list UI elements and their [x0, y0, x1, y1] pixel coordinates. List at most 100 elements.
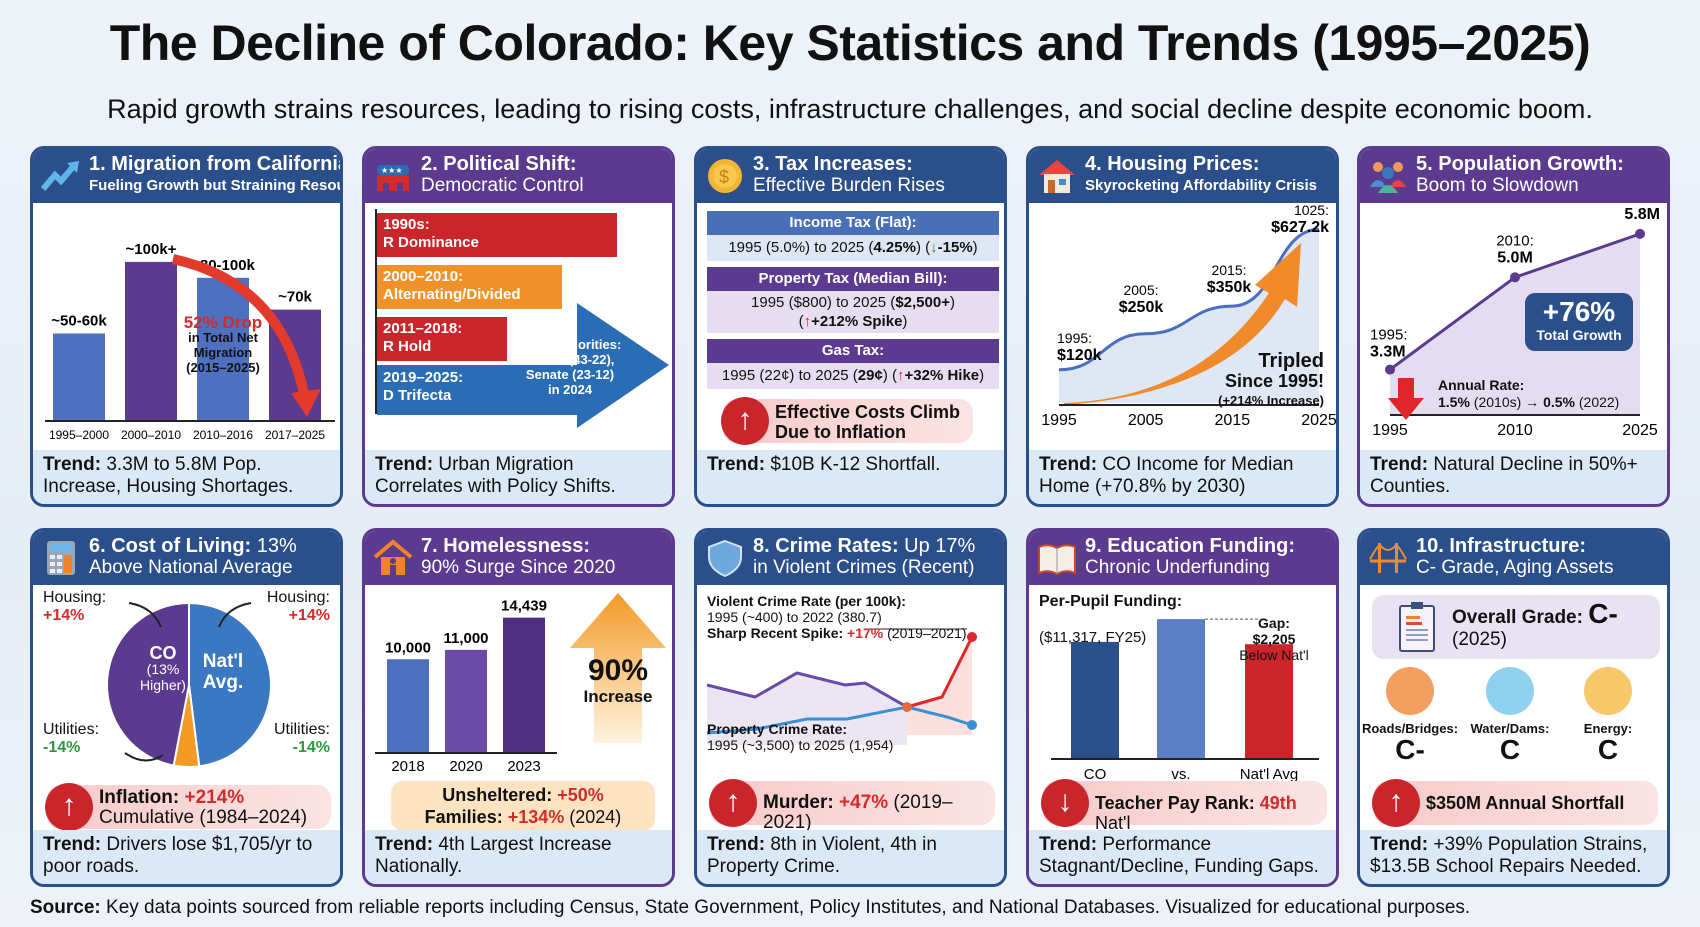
population-point	[1510, 272, 1520, 283]
unsheltered-callout: Unsheltered: +50% Families: +134% (2024)	[391, 781, 655, 831]
population-point	[1635, 228, 1645, 239]
drop-text: (2015–2025)	[186, 360, 260, 375]
panel-subtitle: Boom to Slowdown	[1416, 175, 1579, 196]
x-tick-label: 2010	[1497, 422, 1533, 439]
drop-annotation: 52% Drop in Total Net Migration (2015–20…	[178, 314, 268, 375]
era-label: Alternating/Divided	[383, 286, 521, 303]
panel-title: 10. Infrastructure:	[1416, 535, 1587, 557]
panel-title-rest: 13%	[251, 535, 297, 557]
trend-text: CO Income for Median Home (+70.8% by 203…	[1039, 454, 1294, 497]
era-period: 2019–2025:	[383, 369, 464, 386]
trend-footer: Trend: $10B K-12 Shortfall.	[697, 450, 1004, 504]
callout-line: Effective Costs Climb	[775, 402, 961, 422]
panel-title: 9. Education Funding:	[1085, 535, 1295, 557]
panel-header: 9. Education Funding: Chronic Underfundi…	[1029, 531, 1336, 585]
note-line: House (43-22),	[525, 352, 615, 367]
bridge-icon	[1369, 543, 1407, 573]
gas-tax-header: Gas Tax:	[707, 339, 999, 363]
trend-text: Natural Decline in 50%+ Counties.	[1370, 454, 1638, 497]
x-tick-label: 2010–2016	[193, 428, 253, 442]
text: +212% Spike	[811, 313, 903, 330]
x-tick-label: 2005	[1128, 412, 1164, 429]
era-period: 2000–2010:	[383, 268, 464, 285]
crossover-point	[902, 702, 912, 712]
note-line: in 2024	[547, 382, 593, 397]
value: +134%	[507, 807, 565, 827]
note-line: Supermajorities:	[518, 337, 622, 352]
value: $2,205	[1252, 631, 1296, 647]
text: 29¢	[857, 367, 883, 384]
total-growth-badge: +76% Total Growth	[1525, 293, 1633, 351]
population-point	[1385, 364, 1395, 375]
label: Families:	[424, 807, 508, 827]
violent-spike-line	[906, 636, 974, 709]
era-2019-2025: 2019–2025: D Trifecta	[383, 369, 463, 405]
text: )	[949, 294, 955, 311]
homelessness-bar	[387, 659, 429, 753]
trend-label: Trend:	[43, 454, 102, 475]
migration-bar	[125, 261, 177, 421]
property-crime-line	[706, 705, 973, 735]
value: +214%	[184, 787, 245, 808]
x-tick-label: 2000–2010	[121, 428, 181, 442]
era-label: D Trifecta	[383, 387, 452, 404]
label: Teacher Pay Rank:	[1095, 793, 1260, 813]
label: Housing:	[43, 589, 107, 606]
trend-label: Trend:	[1039, 454, 1098, 475]
label: (13%	[146, 661, 180, 677]
co-funding-value: ($11,317, FY25)	[1039, 629, 1147, 646]
up-arrow-icon: ↑	[1372, 779, 1420, 827]
grade-value: C-	[1395, 734, 1425, 765]
grade-value: C	[1597, 734, 1619, 765]
panel-crime: 8. Crime Rates: Up 17% in Violent Crimes…	[694, 528, 1007, 887]
x-tick-label: vs.	[1171, 766, 1190, 783]
pie-slice	[106, 601, 190, 767]
text: (2022)	[1574, 394, 1620, 410]
violent-area	[707, 673, 907, 745]
utilities-right-label: Utilities: -14%	[274, 721, 330, 757]
point-value-label: 3.3M	[1370, 344, 1406, 361]
drop-text: in Total Net	[188, 330, 258, 345]
value: +17%	[847, 625, 884, 641]
panel-political: ★★★ 2. Political Shift: Democratic Contr…	[362, 146, 675, 507]
bar-data-label: ~100k+	[126, 241, 177, 258]
grade-value: C	[1499, 734, 1521, 765]
down-arrow-icon: ↓	[1041, 779, 1089, 827]
water-wave-icon	[1486, 667, 1534, 715]
cost-of-living-pie	[106, 601, 272, 768]
label: (2025)	[1452, 629, 1507, 650]
point-value-label: $350k	[1207, 279, 1252, 296]
label: Murder:	[763, 792, 839, 813]
text: -15%	[937, 239, 973, 256]
value: 49th	[1259, 793, 1297, 813]
x-tick-label: CO	[1084, 766, 1107, 783]
murder-callout: ↑ Murder: +47% (2019–2021)	[709, 779, 995, 833]
drop-arrow-icon	[171, 254, 310, 400]
arrow-icon	[128, 602, 162, 628]
teacher-pay-callout: ↓ Teacher Pay Rank: 49th Nat'l	[1041, 779, 1327, 833]
trend-label: Trend:	[1039, 834, 1098, 855]
era-1990s: 1990s: R Dominance	[377, 213, 617, 257]
co-slice-label: CO (13% Higher)	[133, 644, 193, 693]
text: (2010s) →	[1469, 394, 1544, 410]
trend-text: 8th in Violent, 4th in Property Crime.	[707, 834, 937, 877]
overall-grade: C-	[1588, 598, 1618, 629]
text: 4.25%	[873, 239, 916, 256]
trend-text: 3.3M to 5.8M Pop. Increase, Housing Shor…	[43, 454, 294, 497]
per-pupil-label: Per-Pupil Funding:	[1039, 593, 1183, 610]
value: +47%	[839, 792, 889, 813]
text: )	[902, 313, 908, 330]
panel-housing: 4. Housing Prices: Skyrocketing Affordab…	[1026, 146, 1339, 507]
panel-title: 7. Homelessness:	[421, 535, 590, 557]
panel-header: ★★★ 2. Political Shift: Democratic Contr…	[365, 149, 672, 203]
drop-text: Migration	[193, 345, 253, 360]
up-arrow-icon: ↑	[45, 783, 93, 831]
trend-text: Urban Migration Correlates with Policy S…	[375, 454, 616, 497]
point-year-label: 2005:	[1123, 282, 1158, 298]
utilities-left-label: Utilities: -14%	[43, 721, 99, 757]
source-note: Source: Key data points sourced from rel…	[30, 897, 1470, 919]
annotation-line: (+214% Increase)	[1218, 393, 1324, 408]
point-year-label: 1995:	[1370, 327, 1408, 344]
trend-label: Trend:	[1370, 454, 1429, 475]
panel-subtitle: C- Grade, Aging Assets	[1416, 557, 1614, 578]
